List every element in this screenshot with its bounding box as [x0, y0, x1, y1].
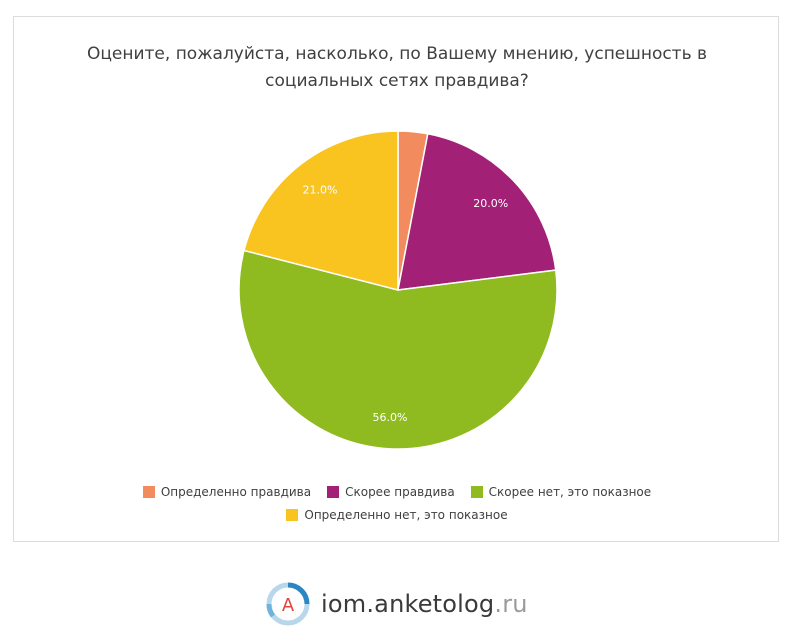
brand-name: iom.anketolog.ru [321, 590, 528, 618]
legend-swatch [327, 485, 340, 498]
brand-tld: .ru [494, 590, 528, 618]
pie-data-label: 56.0% [373, 411, 408, 424]
legend-label: Определенно нет, это показное [304, 507, 508, 522]
logo-letter: A [282, 595, 295, 616]
chart-legend: Определенно правдива Скорее правдива Ско… [14, 480, 780, 526]
legend-label: Определенно правдива [160, 484, 312, 499]
legend-swatch [286, 508, 299, 521]
legend-label: Скорее правдива [345, 484, 455, 499]
legend-row: Определенно правдива Скорее правдива Ско… [14, 480, 780, 503]
chart-title: Оцените, пожалуйста, насколько, по Вашем… [14, 41, 780, 95]
chart-card: Оцените, пожалуйста, насколько, по Вашем… [13, 16, 779, 542]
pie-slice[interactable] [243, 130, 399, 291]
chart-title-line-2: социальных сетях правдива? [265, 71, 529, 91]
legend-item[interactable]: Скорее нет, это показное [470, 484, 652, 499]
legend-item[interactable]: Определенно нет, это показное [286, 507, 508, 522]
pie-slice[interactable] [397, 132, 557, 291]
pie-chart: 20.0% 56.0% 21.0% [238, 130, 558, 450]
brand-main: iom.anketolog [321, 590, 495, 618]
legend-label: Скорее нет, это показное [488, 484, 652, 499]
pie-slice[interactable] [238, 249, 558, 450]
legend-swatch [470, 485, 483, 498]
pie-data-label: 20.0% [473, 197, 508, 210]
legend-row: Определенно нет, это показное [14, 503, 780, 526]
chart-title-line-1: Оцените, пожалуйста, насколько, по Вашем… [86, 44, 708, 64]
pie-data-label: 21.0% [303, 183, 338, 196]
anketolog-logo-icon: A [266, 582, 310, 626]
legend-swatch [142, 485, 155, 498]
legend-item[interactable]: Определенно правдива [142, 484, 312, 499]
footer-brand[interactable]: A iom.anketolog.ru [265, 582, 528, 626]
legend-item[interactable]: Скорее правдива [327, 485, 455, 499]
